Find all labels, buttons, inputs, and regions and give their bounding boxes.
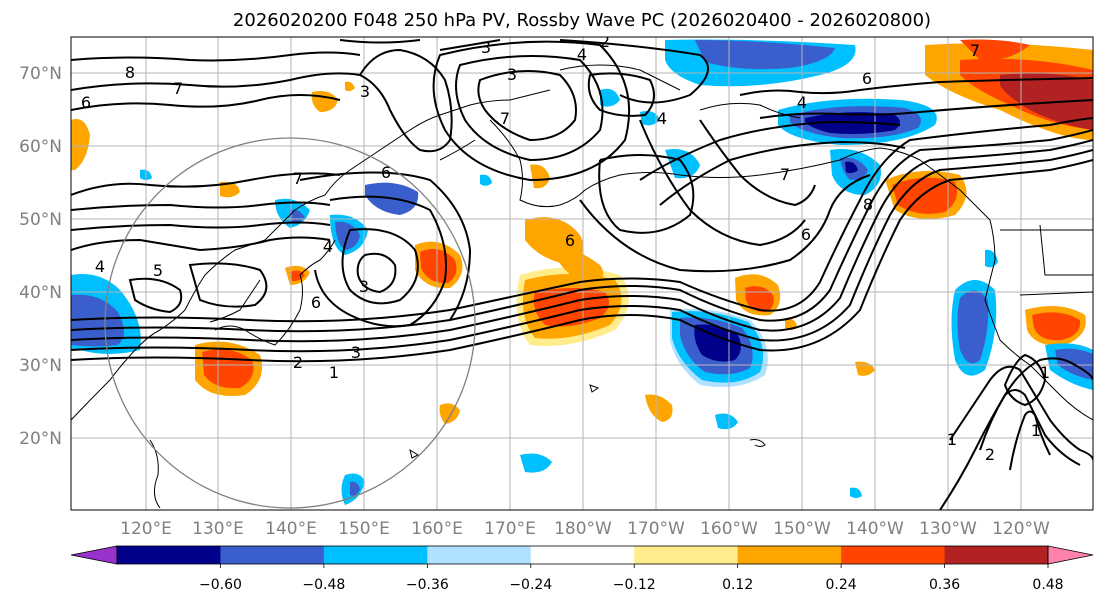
contour-label: 7 [970,41,980,60]
lon-label: 150°E [338,519,390,539]
colorbar-tick-label: −0.24 [509,577,552,593]
lon-label: 160°W [700,519,758,539]
contour-label: 3 [481,38,491,57]
lon-label: 120°W [992,519,1050,539]
colorbar-segment [323,546,428,564]
lon-label: 130°W [919,519,977,539]
contour-label: 7 [500,109,510,128]
colorbar: −0.60 −0.48 −0.36 −0.24 −0.12 0.12 0.24 0.36 0.4… [70,545,1094,593]
colorbar-tick-label: 0.12 [722,577,753,593]
latitude-labels: 70°N 60°N 50°N 40°N 30°N 20°N [19,64,62,449]
contour-labels: 8 7 6 3 2 4 3 3 7 4 6 7 6 4 7 6 8 6 4 5 … [81,32,1050,464]
contour-label: 4 [577,45,587,64]
gridlines [71,37,1093,510]
colorbar-extend-low [70,545,118,565]
longitude-labels: 120°E 130°E 140°E 150°E 160°E 170°E 180°… [120,519,1050,539]
contour-label: 8 [125,63,135,82]
contour-label: 3 [360,82,370,101]
lon-label: 150°W [773,519,831,539]
contour-label: 1 [1040,363,1050,382]
contour-label: 6 [565,231,575,250]
lon-label: 140°W [846,519,904,539]
lon-label: 120°E [120,519,172,539]
lon-label: 130°E [192,519,244,539]
colorbar-segment [117,546,221,564]
lat-label: 60°N [19,137,62,157]
colorbar-tick-label: −0.12 [613,577,656,593]
colorbar-segment [427,546,532,564]
lat-label: 70°N [19,64,62,84]
lat-label: 30°N [19,356,62,376]
map-frame [70,36,1094,511]
contour-label: 6 [801,225,811,244]
colorbar-extend-high [1047,545,1094,565]
figure-title: 2026020200 F048 250 hPa PV, Rossby Wave … [233,10,931,31]
colorbar-segments [70,545,1094,565]
contour-label: 4 [797,93,807,112]
colorbar-segment [944,546,1049,564]
lon-label: 160°E [411,519,463,539]
contour-label: 6 [81,93,91,112]
contour-label: 3 [351,343,361,362]
lat-label: 20°N [19,429,62,449]
lon-label: 170°E [484,519,536,539]
contour-label: 2 [985,445,995,464]
contour-label: 7 [293,169,303,188]
lat-label: 50°N [19,210,62,230]
colorbar-tick-label: −0.60 [199,577,242,593]
contour-label: 1 [947,430,957,449]
lat-label: 40°N [19,283,62,303]
colorbar-labels: −0.60 −0.48 −0.36 −0.24 −0.12 0.12 0.24 0.36 0.4… [199,577,1064,593]
colorbar-ticks [220,564,1049,568]
contour-label: 6 [381,163,391,182]
colorbar-tick-label: 0.48 [1032,577,1063,593]
colorbar-segment [841,546,946,564]
contour-label: 3 [359,277,369,296]
contour-label: 6 [862,69,872,88]
contour-label: 1 [329,363,339,382]
pv-contours [71,39,1093,510]
colorbar-segment [737,546,842,564]
colorbar-segment [634,546,739,564]
colorbar-tick-label: −0.36 [406,577,449,593]
colorbar-tick-label: 0.24 [826,577,857,593]
contour-label: 8 [863,195,873,214]
contour-label: 2 [293,353,303,372]
contour-label: 1 [1031,421,1041,440]
colorbar-segment [530,546,635,564]
colorbar-tick-label: 0.36 [929,577,960,593]
contour-label: 4 [323,237,333,256]
contour-label: 7 [173,79,183,98]
contour-label: 6 [311,293,321,312]
colorbar-segment [220,546,325,564]
map-panel: 8 7 6 3 2 4 3 3 7 4 6 7 6 4 7 6 8 6 4 5 … [71,32,1093,510]
colorbar-frame [116,545,1049,565]
lon-label: 140°E [265,519,317,539]
contour-label: 5 [153,261,163,280]
contour-label: 3 [507,65,517,84]
contour-label: 4 [95,257,105,276]
contour-label: 4 [657,109,667,128]
lon-label: 180°W [554,519,612,539]
lon-label: 170°W [627,519,685,539]
range-circle [104,137,476,509]
contour-label: 7 [780,165,790,184]
colorbar-tick-label: −0.48 [302,577,345,593]
contour-label: 2 [600,32,610,51]
